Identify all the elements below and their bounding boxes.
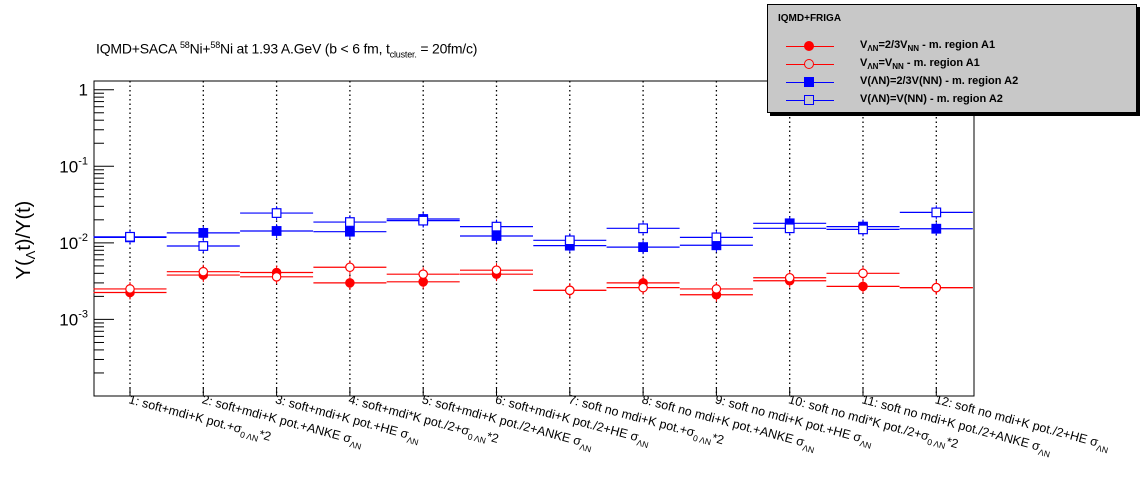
data-point <box>564 285 575 296</box>
grid-lines <box>129 81 937 396</box>
legend-label: VΛN=VNN - m. region A1 <box>860 57 980 71</box>
x-label-sub: ΛN <box>859 438 873 451</box>
x-label-sub: ΛN <box>578 442 592 455</box>
series-1 <box>93 265 973 302</box>
legend-entry: VΛN=VNN - m. region A1 <box>768 56 1136 72</box>
x-label-sub: 0 ΛN <box>926 437 946 451</box>
x-axis-labels: 1: soft+mdi+K pot.+σ0 ΛN*22: soft+mdi+K … <box>126 392 1109 460</box>
x-label-sub: ΛN <box>801 442 815 455</box>
data-point <box>491 221 502 232</box>
data-point <box>784 272 795 283</box>
x-label-sub: ΛN <box>1095 443 1109 456</box>
data-point <box>564 235 575 246</box>
data-point <box>638 223 648 234</box>
data-point <box>858 224 868 235</box>
data-point <box>345 262 355 273</box>
data-point <box>931 282 942 293</box>
chart-title: IQMD+SACA 58Ni+58Ni at 1.93 A.GeV (b < 6… <box>96 40 478 60</box>
data-point <box>198 227 209 238</box>
data-point <box>491 265 502 275</box>
y-tick-exponent: -3 <box>78 308 88 320</box>
x-label-sub: 0 ΛN <box>467 431 487 445</box>
x-label-sub: ΛN <box>348 439 362 452</box>
y-tick-base: 10 <box>59 234 78 253</box>
data-point <box>271 272 282 282</box>
data-point <box>418 215 429 226</box>
data-point <box>931 207 942 218</box>
series-4 <box>93 205 973 253</box>
x-label-tail: *2 <box>485 429 500 446</box>
y-tick-exponent: -2 <box>78 232 88 244</box>
data-point <box>198 241 209 251</box>
legend-box: IQMD+FRIGA VΛN=2/3VNN - m. region A1 VΛN=… <box>767 4 1137 113</box>
data-point <box>345 217 355 227</box>
x-label-sub: ΛN <box>1037 447 1051 460</box>
series-3 <box>93 211 973 255</box>
y-tick-base: 1 <box>79 81 88 100</box>
x-label-tail: *2 <box>945 435 960 452</box>
data-point <box>858 281 868 292</box>
data-point <box>198 266 209 277</box>
data-point <box>638 242 648 253</box>
y-tick-base: 10 <box>59 310 78 329</box>
series-2 <box>93 260 973 298</box>
x-label-tail: *2 <box>710 431 725 448</box>
legend-label: VΛN=2/3VNN - m. region A1 <box>860 39 996 53</box>
x-label-tail: *2 <box>258 427 273 444</box>
legend-marker-icon <box>804 77 814 87</box>
y-tick-label: 10-1 <box>59 155 88 176</box>
legend-marker-icon <box>804 41 814 51</box>
data-point <box>125 231 135 242</box>
legend-label: V(ΛN)=V(NN) - m. region A2 <box>860 93 1003 105</box>
x-label-sub: 0 ΛN <box>239 429 259 443</box>
y-tick-base: 10 <box>59 157 78 176</box>
x-category-label: 1: soft+mdi+K pot.+σ0 ΛN*2 <box>126 392 272 446</box>
y-axis-label: Y(Λt)/Y(t) <box>13 201 38 280</box>
plot-frame <box>93 80 975 397</box>
legend-entry: V(ΛN)=V(NN) - m. region A2 <box>768 92 1136 108</box>
y-axis: 110-110-210-3 <box>59 81 937 397</box>
x-label-sub: ΛN <box>636 437 650 450</box>
y-tick-exponent: -1 <box>78 155 88 167</box>
legend-marker-icon <box>804 95 814 105</box>
data-point <box>345 278 355 288</box>
legend-label: V(ΛN)=2/3V(NN) - m. region A2 <box>860 75 1019 87</box>
legend-header: IQMD+FRIGA <box>778 13 842 24</box>
legend-entry: VΛN=2/3VNN - m. region A1 <box>768 38 1136 54</box>
data-point <box>271 226 282 236</box>
legend-marker-icon <box>804 59 814 69</box>
data-point <box>418 269 428 279</box>
y-tick-label: 1 <box>79 81 88 100</box>
data-point <box>931 223 942 234</box>
data-point <box>858 268 868 279</box>
data-point <box>125 284 135 294</box>
data-point <box>271 208 282 218</box>
y-tick-label: 10-3 <box>59 308 88 329</box>
x-label-sub: ΛN <box>406 435 420 448</box>
data-point <box>711 232 722 243</box>
legend-entry: V(ΛN)=2/3V(NN) - m. region A2 <box>768 74 1136 90</box>
data-series <box>93 205 973 302</box>
x-label-sub: 0 ΛN <box>692 433 712 447</box>
data-point <box>711 284 722 294</box>
data-point <box>638 282 648 293</box>
data-point <box>784 223 795 234</box>
y-tick-label: 10-2 <box>59 232 88 253</box>
